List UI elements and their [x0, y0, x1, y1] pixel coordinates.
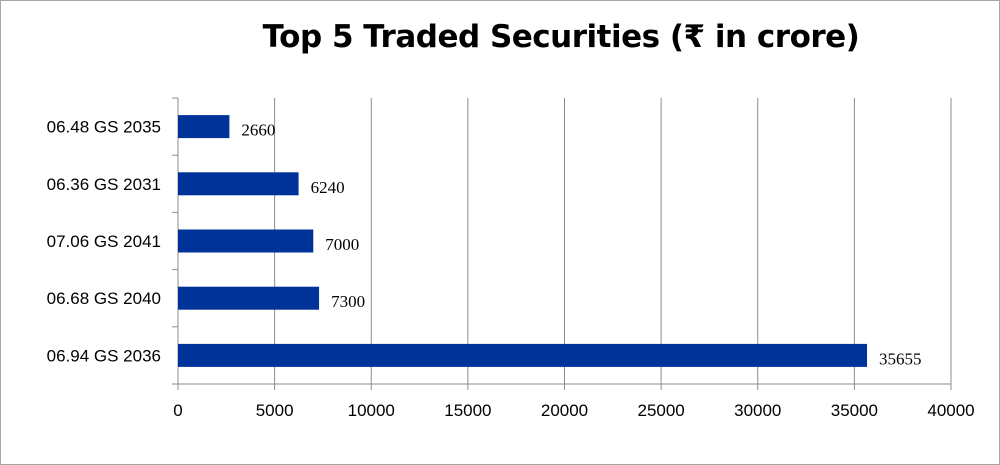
data-label: 6240: [311, 178, 345, 197]
category-label: 06.94 GS 2036: [47, 346, 161, 365]
bar: [178, 229, 314, 253]
x-tick-label: 40000: [927, 401, 974, 420]
x-tick-label: 35000: [831, 401, 878, 420]
x-tick-label: 15000: [444, 401, 491, 420]
category-label: 06.48 GS 2035: [47, 118, 161, 137]
bar: [178, 115, 230, 139]
x-tick-label: 0: [173, 401, 182, 420]
x-tick-label: 20000: [541, 401, 588, 420]
bar: [178, 286, 320, 310]
x-tick-label: 25000: [637, 401, 684, 420]
data-label: 7300: [331, 292, 365, 311]
x-tick-label: 5000: [256, 401, 294, 420]
category-label: 06.68 GS 2040: [47, 289, 161, 308]
bar: [178, 343, 868, 367]
data-label: 2660: [241, 121, 275, 140]
category-label: 06.36 GS 2031: [47, 175, 161, 194]
data-label: 7000: [325, 235, 359, 254]
chart-title: Top 5 Traded Securities (₹ in crore): [262, 19, 860, 55]
bar: [178, 172, 299, 196]
x-tick-label: 30000: [734, 401, 781, 420]
data-label: 35655: [879, 349, 922, 368]
category-label: 07.06 GS 2041: [47, 232, 161, 251]
x-tick-label: 10000: [348, 401, 395, 420]
